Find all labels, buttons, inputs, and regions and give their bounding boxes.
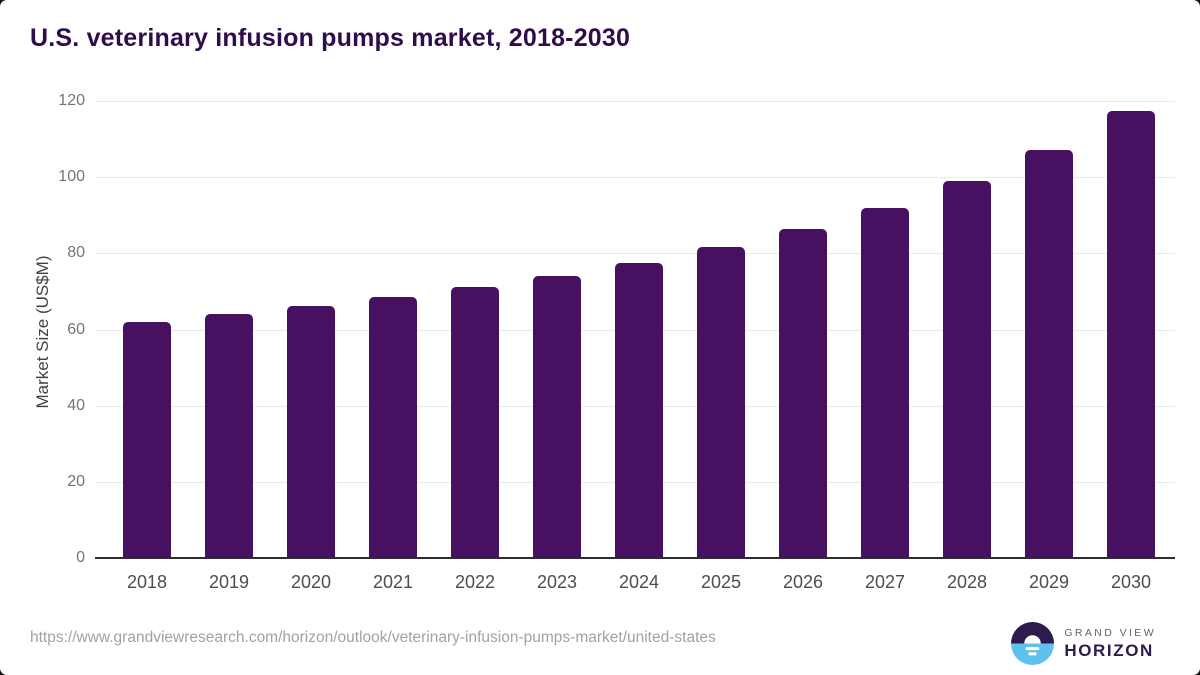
x-tick-label-2020: 2020 <box>290 572 332 592</box>
x-tick-label-2024: 2024 <box>618 572 660 592</box>
x-tick-label-2027: 2027 <box>864 572 906 592</box>
bar-2027[interactable] <box>861 208 909 558</box>
gridline-100 <box>95 177 1175 179</box>
chart-title: U.S. veterinary infusion pumps market, 2… <box>30 24 631 52</box>
y-tick-label-40: 40 <box>67 396 85 414</box>
y-tick-label-0: 0 <box>76 549 85 566</box>
bar-2022[interactable] <box>451 286 499 558</box>
bar-2026[interactable] <box>779 229 827 558</box>
bar-2018[interactable] <box>123 322 171 558</box>
source-url: https://www.grandviewresearch.com/horizo… <box>30 629 716 646</box>
bar-2028[interactable] <box>943 180 991 558</box>
bar-2029[interactable] <box>1025 149 1073 558</box>
bar-2025[interactable] <box>697 246 745 558</box>
bar-2020[interactable] <box>287 305 335 558</box>
logo-text-grand-view: GRAND VIEW <box>1064 626 1156 639</box>
x-tick-label-2030: 2030 <box>1110 572 1152 592</box>
logo-text-horizon: HORIZON <box>1064 640 1154 660</box>
x-tick-label-2023: 2023 <box>536 572 578 592</box>
y-tick-label-100: 100 <box>58 168 85 186</box>
bar-2030[interactable] <box>1107 111 1155 558</box>
x-tick-label-2029: 2029 <box>1028 572 1070 592</box>
y-tick-label-60: 60 <box>67 320 85 338</box>
x-tick-label-2021: 2021 <box>372 572 414 592</box>
y-tick-label-80: 80 <box>67 244 85 262</box>
horizon-sun-icon <box>1011 622 1055 665</box>
y-tick-label-20: 20 <box>67 472 85 490</box>
grand-view-horizon-logo[interactable]: GRAND VIEW HORIZON <box>1011 622 1156 665</box>
gridline-120 <box>95 101 1175 102</box>
x-tick-label-2019: 2019 <box>208 572 250 592</box>
bar-2019[interactable] <box>205 313 253 558</box>
gridline-80 <box>95 253 1175 255</box>
bar-2023[interactable] <box>533 275 581 558</box>
x-tick-label-2025: 2025 <box>700 572 742 592</box>
x-tick-label-2026: 2026 <box>782 572 824 592</box>
x-tick-label-2028: 2028 <box>946 572 988 592</box>
y-tick-label-120: 120 <box>58 92 85 109</box>
bar-2021[interactable] <box>369 296 417 558</box>
bar-2024[interactable] <box>615 262 663 558</box>
x-tick-label-2018: 2018 <box>126 572 168 592</box>
x-tick-label-2022: 2022 <box>454 572 496 592</box>
x-axis-line <box>95 557 1175 559</box>
